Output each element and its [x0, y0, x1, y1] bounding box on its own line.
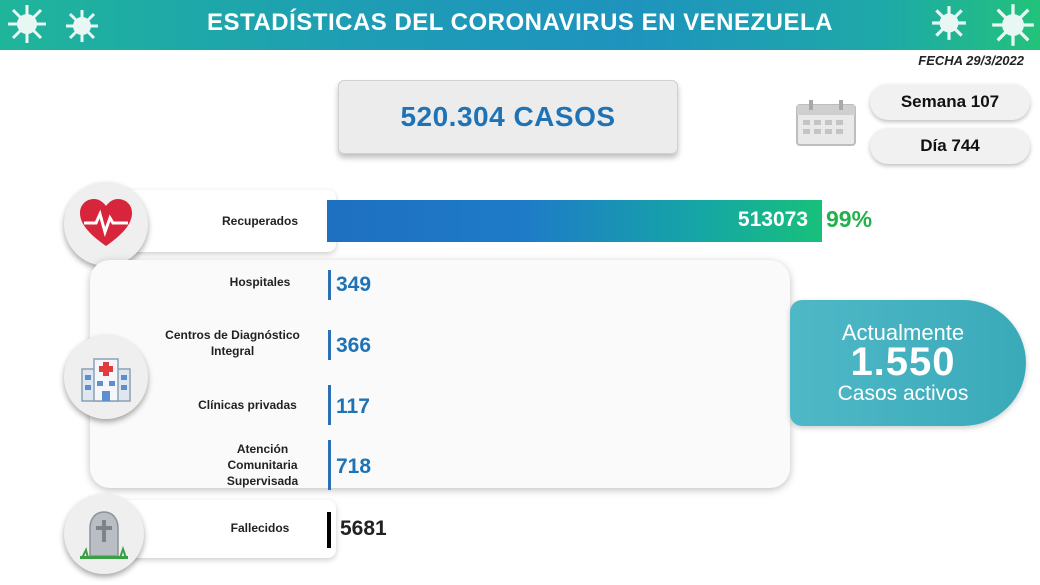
semana-pill: Semana 107	[870, 84, 1030, 120]
total-casos-card: 520.304 CASOS	[338, 80, 678, 154]
fallecidos-value: 5681	[340, 517, 387, 540]
hospitalizacion-icon-circle	[64, 335, 148, 419]
clinicas-label: Clínicas privadas	[198, 398, 297, 412]
virus-icon	[8, 5, 46, 43]
cdi-bar	[328, 330, 331, 360]
recuperados-label: Recuperados	[221, 214, 299, 228]
clinicas-bar	[328, 385, 331, 425]
total-casos-value: 520.304 CASOS	[400, 101, 616, 132]
clinicas-value: 117	[336, 395, 370, 418]
recuperados-value: 513073	[737, 208, 808, 231]
fallecidos-bar	[327, 512, 331, 548]
fecha-label: FECHA 29/3/2022	[918, 53, 1024, 68]
virus-icon	[66, 10, 98, 42]
recuperados-percent: 99%	[826, 206, 873, 232]
hospitales-value: 349	[336, 273, 372, 296]
virus-icon	[992, 4, 1034, 46]
activos-heading: Actualmente	[841, 320, 965, 345]
hospitales-bar	[328, 270, 331, 300]
hospitalizacion-card	[90, 260, 790, 488]
heart-pulse-icon	[80, 199, 132, 246]
dia-pill: Día 744	[870, 128, 1030, 164]
hospital-icon	[81, 358, 131, 402]
acs-value: 718	[336, 455, 372, 478]
fallecidos-label: Fallecidos	[230, 521, 290, 535]
recuperados-icon-circle	[64, 182, 148, 266]
calendar-icon	[796, 100, 856, 146]
header-banner: ESTADÍSTICAS DEL CORONAVIRUS EN VENEZUEL…	[0, 0, 1040, 50]
acs-label: Atención Comunitaria Supervisada	[226, 442, 299, 488]
cdi-value: 366	[336, 334, 372, 357]
banner-title: ESTADÍSTICAS DEL CORONAVIRUS EN VENEZUEL…	[207, 9, 833, 36]
activos-label: Casos activos	[837, 382, 969, 405]
cdi-label: Centros de Diagnóstico Integral	[165, 328, 300, 358]
tombstone-icon	[80, 511, 128, 559]
activos-value: 1.550	[850, 340, 956, 384]
fallecidos-icon-circle	[64, 494, 144, 574]
virus-icon	[932, 6, 966, 40]
acs-bar	[328, 440, 331, 490]
recuperados-bar: 513073	[327, 200, 822, 242]
casos-activos-card: Actualmente 1.550 Casos activos	[790, 300, 1026, 426]
hospitales-label: Hospitales	[229, 275, 291, 289]
